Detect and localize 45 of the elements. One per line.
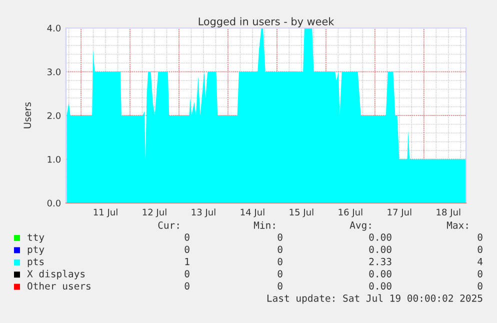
- x-tick-label: 13 Jul: [192, 208, 216, 218]
- text: 0: [184, 233, 190, 241]
- text: 0: [478, 270, 482, 278]
- text: Min:: [254, 221, 275, 229]
- text: 0: [184, 270, 190, 278]
- legend-label: Other users: [28, 282, 90, 290]
- text: 0.00: [369, 233, 392, 241]
- y-tick-label: 3.0: [47, 68, 61, 76]
- x-tick-label: 17 Jul: [388, 208, 412, 218]
- x-tick-label: 18 Jul: [436, 208, 460, 218]
- text: Max:: [446, 222, 468, 229]
- y-tick-label: 1.0: [48, 156, 61, 163]
- text: 2.33: [369, 258, 392, 266]
- x-tick-label: 15 Jul: [290, 208, 314, 218]
- y-tick-label: 2.0: [47, 112, 61, 120]
- x-tick-label: 16 Jul: [338, 208, 362, 218]
- x-tick-label: 12 Jul: [142, 208, 166, 218]
- y-axis-title: Users: [24, 102, 32, 128]
- text: 0: [278, 246, 282, 254]
- text: 0: [278, 270, 282, 278]
- text: 0.00: [369, 282, 392, 290]
- legend-label: X displays: [27, 270, 85, 280]
- text: 0: [278, 282, 282, 290]
- text: 0: [184, 282, 190, 290]
- text: 4: [478, 258, 483, 266]
- text: Avg:: [350, 222, 371, 231]
- text: 0: [278, 258, 282, 266]
- text: 0: [478, 233, 482, 241]
- text: Cur:: [158, 221, 179, 229]
- legend-label: pts: [28, 258, 44, 268]
- text: 0.00: [369, 246, 392, 254]
- x-tick-label: 14 Jul: [240, 208, 264, 218]
- text: Last update: Sat Jul 19 00:00:02 2025: [267, 294, 482, 304]
- legend-label: tty: [28, 234, 44, 243]
- text: 0: [478, 246, 482, 254]
- text: 0: [184, 246, 190, 254]
- text: 1: [185, 258, 190, 266]
- chart-title: Logged in users - by week: [198, 17, 334, 28]
- legend-label: pty: [28, 246, 44, 255]
- text: 0: [478, 282, 482, 290]
- text: 0: [278, 233, 282, 241]
- text: 0.00: [369, 270, 392, 278]
- y-tick-label: 4.0: [47, 24, 61, 32]
- y-tick-label: 0.0: [47, 200, 61, 207]
- x-tick-label: 11 Jul: [94, 208, 118, 218]
